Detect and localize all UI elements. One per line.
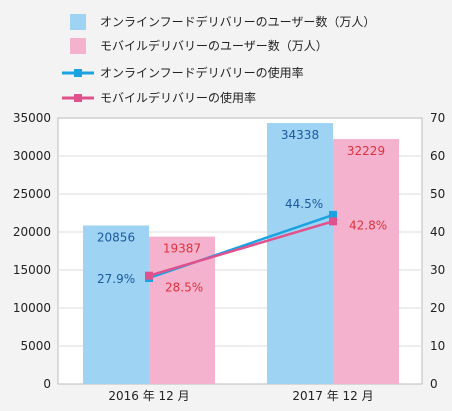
legend-label-2: モバイルデリバリーのユーザー数（万人） <box>100 38 328 53</box>
bar-value-label: 19387 <box>163 242 201 256</box>
legend-marker-3 <box>74 69 82 77</box>
y2-tick-label: 60 <box>430 149 445 163</box>
y-tick-label: 25000 <box>13 187 51 201</box>
y2-tick-label: 20 <box>430 301 445 315</box>
bar-series2-cat1 <box>149 236 215 384</box>
y-tick-label: 15000 <box>13 263 51 277</box>
y2-tick-label: 70 <box>430 111 445 125</box>
legend-label-1: オンラインフードデリバリーのユーザー数（万人） <box>100 14 375 29</box>
bar-series1-cat2 <box>267 123 333 385</box>
line-point <box>329 217 337 226</box>
bar-value-label: 20856 <box>97 230 135 244</box>
line-series2 <box>148 220 334 277</box>
bar-value-label: 34338 <box>281 128 319 142</box>
y-tick-label: 35000 <box>13 111 51 125</box>
y2-tick-label: 30 <box>430 263 445 277</box>
line-value-label: 42.8% <box>349 218 387 232</box>
legend-label-4: モバイルデリバリーの使用率 <box>100 90 256 105</box>
y-tick-label: 0 <box>43 377 51 391</box>
bar-value-label: 32229 <box>347 144 385 158</box>
y-tick-label: 30000 <box>13 149 51 163</box>
legend-label-3: オンラインフードデリバリーの使用率 <box>100 65 304 80</box>
y-tick-label: 10000 <box>13 301 51 315</box>
line-value-label: 28.5% <box>165 281 203 295</box>
line-value-label: 44.5% <box>285 197 323 211</box>
x-tick-label: 2017 年 12 月 <box>292 389 373 403</box>
bar-series1-cat1 <box>83 225 149 384</box>
y2-tick-label: 0 <box>430 377 438 391</box>
y-tick-label: 5000 <box>20 339 51 353</box>
line-point <box>145 271 153 280</box>
y2-tick-label: 10 <box>430 339 445 353</box>
legend-swatch-2 <box>70 38 86 54</box>
y2-tick-label: 40 <box>430 225 445 239</box>
x-tick-label: 2016 年 12 月 <box>108 389 189 403</box>
bar-series2-cat2 <box>333 139 399 384</box>
legend-swatch-1 <box>70 14 86 30</box>
y-tick-label: 20000 <box>13 225 51 239</box>
line-point <box>329 210 337 219</box>
legend-marker-4 <box>74 94 82 102</box>
y2-tick-label: 50 <box>430 187 445 201</box>
line-value-label: 27.9% <box>97 272 135 286</box>
